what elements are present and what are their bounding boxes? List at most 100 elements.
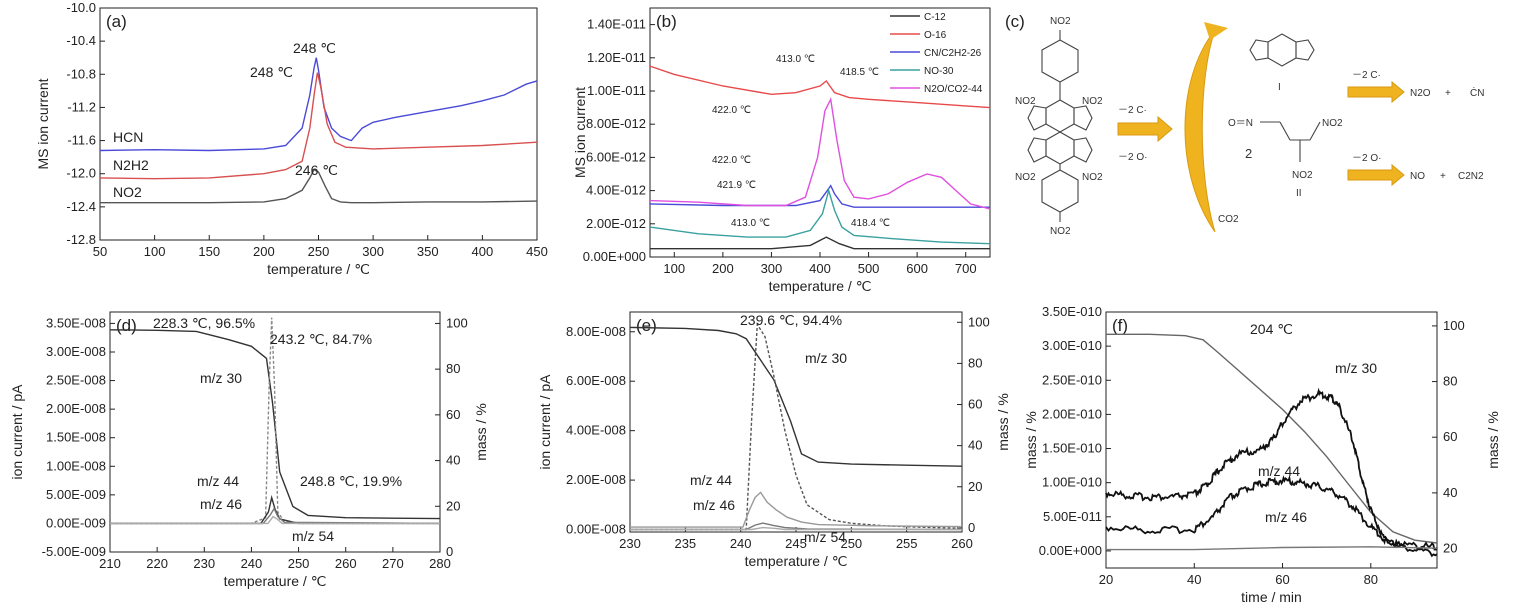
y2-tick-label: 80 (446, 361, 460, 376)
x-tick-label: 300 (761, 261, 783, 276)
y2-tick-label: 80 (968, 355, 982, 370)
y-tick-label: 5.00E-009 (46, 487, 106, 502)
series-line-m-z-54 (110, 515, 440, 525)
y-axis-label: mass / % (1023, 411, 1039, 469)
annotation: 418.4 ℃ (851, 218, 890, 229)
y-axis-label: ion current / pA (9, 384, 25, 480)
scheme-arrow-1 (1117, 115, 1173, 143)
reactant-molecule (1027, 30, 1093, 222)
x-tick-label: 150 (198, 244, 220, 259)
y-tick-label: 0.00E+000 (583, 249, 646, 264)
annotation: m/z 46 (1265, 509, 1307, 525)
annotation: 243.2 ℃, 84.7% (270, 331, 372, 347)
y2-tick-label: 80 (1443, 374, 1457, 389)
panel-a-chart: (a) 50 100 150 200 250 300 350 400 450 -10.0 -10.4 -… (35, 0, 548, 277)
arrow-1-label-top: －2 C· (1118, 105, 1147, 116)
x-tick-label: 40 (1187, 572, 1201, 587)
x-tick-label: 600 (906, 261, 928, 276)
co2-label: CO2 (1218, 214, 1239, 225)
legend-entry: NO-30 (924, 66, 954, 77)
annotation: m/z 30 (200, 370, 242, 386)
series-label: N2H2 (113, 157, 149, 173)
y-tick-label: -11.6 (67, 133, 96, 148)
series-line-m-z-54 (630, 526, 962, 531)
x-tick-label: 60 (1275, 572, 1289, 587)
legend-entry: CN/C2H2-26 (924, 48, 982, 59)
y2-tick-label: 20 (968, 479, 982, 494)
y2-tick-label: 60 (1443, 429, 1457, 444)
y2-tick-label: 40 (968, 438, 982, 453)
annotation: m/z 30 (805, 350, 847, 366)
upper-product-plus: + (1445, 88, 1451, 99)
y-tick-label: 1.50E-010 (1042, 441, 1102, 456)
series-line-m-z-30 (630, 322, 963, 531)
product-ii-coefficient: 2 (1245, 146, 1252, 161)
scheme-arrow-upper (1347, 80, 1405, 104)
series-line-c-12 (650, 236, 990, 250)
x-tick-label: 260 (335, 556, 357, 571)
series-label: NO2 (113, 184, 142, 200)
y2-tick-label: 60 (968, 397, 982, 412)
x-tick-label: 250 (308, 244, 330, 259)
x-tick-label: 250 (288, 556, 310, 571)
y-tick-label: -5.00E-009 (42, 544, 106, 559)
series-line-mass (1106, 333, 1438, 544)
product-i-molecule (1249, 33, 1315, 67)
annotation: m/z 30 (1335, 360, 1377, 376)
annotation: m/z 54 (292, 528, 334, 544)
x-tick-label: 230 (619, 536, 641, 551)
y-tick-label: -12.8 (66, 232, 96, 247)
x-tick-label: 220 (146, 556, 168, 571)
y2-axis-label: mass / % (473, 403, 489, 461)
panel-label: (e) (636, 316, 657, 335)
plot-frame (629, 311, 963, 533)
panel-label: (d) (116, 316, 137, 335)
y-tick-label: 0.00E-009 (46, 515, 106, 530)
series-line-n2h2 (99, 72, 538, 180)
annotation: m/z 44 (690, 472, 732, 488)
y-tick-label: -10.0 (66, 0, 96, 15)
legend-entry: C-12 (924, 12, 946, 23)
series-line-o-16 (649, 65, 991, 109)
x-tick-label: 400 (809, 261, 831, 276)
product-ii-roman: II (1296, 188, 1302, 199)
y-tick-label: 5.00E-011 (1043, 509, 1102, 524)
x-tick-label: 100 (663, 261, 685, 276)
y-tick-label: 1.00E-008 (46, 458, 106, 473)
x-tick-label: 350 (417, 244, 439, 259)
panel-label: (a) (106, 12, 127, 31)
y-tick-label: 1.50E-008 (46, 430, 106, 445)
y2-tick-label: 100 (1443, 318, 1465, 333)
y-tick-label: -10.4 (66, 33, 96, 48)
series-line-m-z-46 (630, 522, 963, 531)
series-line-mass (109, 329, 441, 520)
annotation: 418.5 ℃ (840, 67, 879, 78)
x-tick-label: 280 (429, 556, 451, 571)
curved-arrow (1184, 29, 1216, 233)
panel-d-chart: (d) 210 220 230 240 250 260 270 280 -5.00E-009 0.0… (9, 311, 489, 589)
annotation: 421.9 ℃ (717, 180, 756, 191)
panel-c-scheme: (c) NO2 NO2 NO2 NO2 NO2 NO2 －2 C· －2 O· (1005, 12, 1484, 237)
upper-arrow-label: －2 C· (1352, 70, 1381, 81)
x-tick-label: 500 (858, 261, 880, 276)
y-tick-label: 3.00E-010 (1042, 338, 1102, 353)
upper-product-2: ĊN (1470, 86, 1484, 99)
x-tick-label: 240 (241, 556, 263, 571)
annotation: m/z 46 (200, 496, 242, 512)
annotation: 413.0 ℃ (731, 218, 770, 229)
product-ii-nitroso: O＝N (1228, 118, 1253, 129)
y-tick-label: 6.00E-008 (566, 373, 626, 388)
x-tick-label: 50 (93, 244, 107, 259)
series-line-m-z-46 (1106, 546, 1438, 551)
y-tick-label: 4.00E-008 (566, 423, 626, 438)
series-line-no-30 (649, 188, 991, 245)
y-tick-label: -12.0 (66, 166, 96, 181)
annotation: 228.3 ℃, 96.5% (153, 315, 255, 331)
y-tick-label: 3.50E-010 (1042, 304, 1102, 319)
series-line-m-z-44 (630, 491, 963, 528)
x-tick-label: 200 (253, 244, 275, 259)
lower-product-2: C2N2 (1458, 171, 1484, 182)
series-label: HCN (113, 129, 143, 145)
y2-tick-label: 40 (1443, 485, 1457, 500)
x-tick-label: 210 (99, 556, 121, 571)
